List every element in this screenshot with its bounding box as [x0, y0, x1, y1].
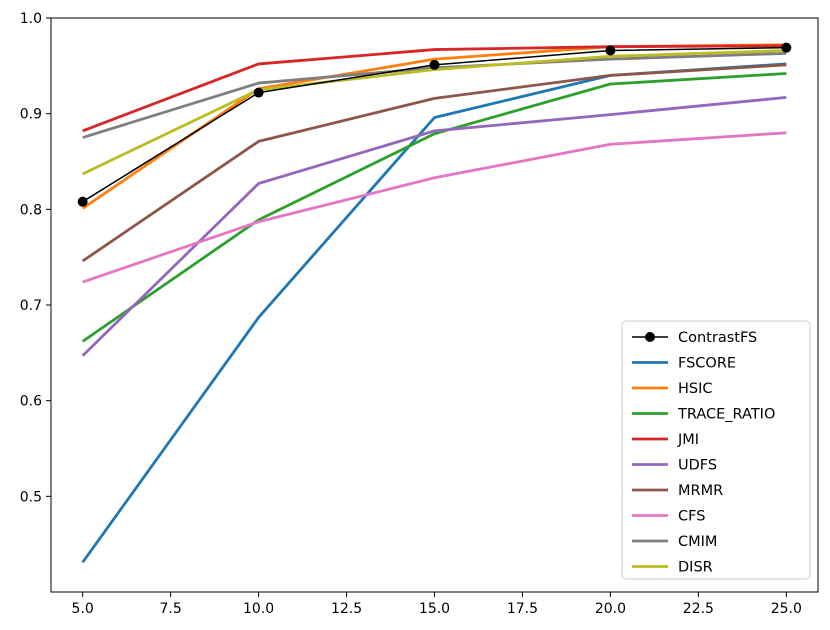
y-tick-label: 0.5	[20, 489, 42, 505]
point-contrastfs	[605, 45, 616, 56]
legend-label: UDFS	[678, 458, 717, 474]
series-layer	[77, 42, 792, 564]
legend-box	[621, 320, 811, 580]
x-tick-label: 12.5	[331, 601, 362, 617]
y-tick-label: 1.0	[20, 11, 42, 27]
legend-label: CMIM	[678, 534, 717, 550]
line-trace-ratio	[81, 72, 787, 343]
legend-item-trace-ratio: TRACE_RATIO	[632, 407, 775, 423]
legend-item-hsic: HSIC	[632, 381, 713, 397]
x-tick-label: 5.0	[72, 601, 94, 617]
x-tick-label: 7.5	[159, 601, 181, 617]
x-tick-label: 20.0	[595, 601, 626, 617]
point-contrastfs	[77, 196, 88, 207]
legend-item-jmi: JMI	[632, 432, 699, 448]
y-axis: 0.5 0.6 0.7 0.8 0.9 1.0	[20, 11, 51, 505]
series-trace-ratio	[81, 72, 787, 343]
legend-item-disr: DISR	[632, 560, 713, 576]
legend-label: ContrastFS	[678, 330, 757, 346]
legend-item-udfs: UDFS	[632, 458, 717, 474]
point-contrastfs	[429, 59, 440, 70]
legend-label: JMI	[677, 432, 699, 448]
legend-label: HSIC	[678, 381, 713, 397]
legend-label: DISR	[678, 560, 713, 576]
legend-item-fscore: FSCORE	[632, 356, 736, 372]
x-tick-label: 22.5	[683, 601, 714, 617]
line-jmi	[82, 44, 787, 133]
x-tick-label: 17.5	[507, 601, 538, 617]
legend-item-mrmr: MRMR	[632, 483, 723, 499]
line-mrmr	[81, 63, 787, 263]
series-mrmr	[81, 63, 787, 263]
legend-label: CFS	[678, 509, 705, 525]
x-tick-label: 25.0	[771, 601, 802, 617]
y-tick-label: 0.8	[20, 202, 42, 218]
x-tick-label: 10.0	[243, 601, 274, 617]
x-axis: 5.0 7.5 10.0 12.5 15.0 17.5 20.0 22.5 25.0	[72, 592, 802, 617]
legend-label: MRMR	[678, 483, 723, 499]
legend-label: TRACE_RATIO	[677, 407, 775, 423]
series-contrastfs	[77, 42, 792, 207]
y-tick-label: 0.7	[20, 298, 42, 314]
series-jmi	[82, 44, 787, 133]
legend: ContrastFS FSCORE HSIC TRACE_RATIO JMI UDFS MR…	[621, 320, 811, 580]
line-cfs	[82, 131, 787, 284]
point-contrastfs	[781, 42, 792, 53]
legend-item-contrastfs: ContrastFS	[632, 330, 757, 346]
x-tick-label: 15.0	[419, 601, 450, 617]
series-cfs	[82, 131, 787, 284]
legend-item-cfs: CFS	[632, 509, 705, 525]
legend-label: FSCORE	[678, 356, 736, 372]
legend-marker	[645, 332, 655, 342]
y-tick-label: 0.6	[20, 394, 42, 410]
legend-item-cmim: CMIM	[632, 534, 717, 550]
y-tick-label: 0.9	[20, 107, 42, 123]
point-contrastfs	[253, 87, 264, 98]
